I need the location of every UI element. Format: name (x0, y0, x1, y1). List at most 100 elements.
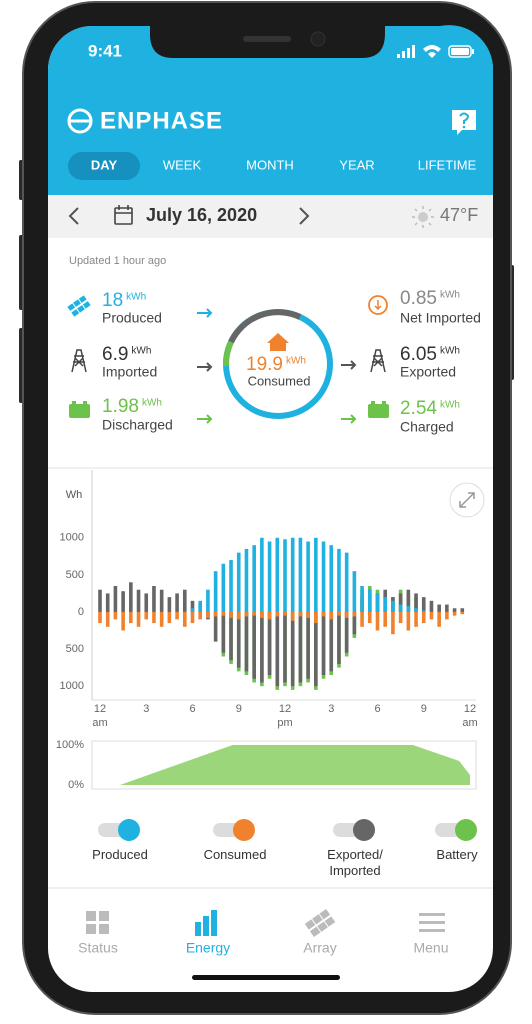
nav-energy-icon[interactable] (195, 910, 217, 936)
bar (252, 611, 256, 616)
bar (113, 611, 118, 620)
bar (344, 552, 349, 612)
bar (244, 548, 249, 612)
flow-label: Imported (102, 364, 157, 380)
bar (136, 611, 141, 627)
bar (152, 611, 156, 624)
bar (445, 604, 449, 612)
x-tick-label: 12 (94, 703, 106, 715)
x-tick-sublabel: pm (277, 717, 292, 729)
legend (98, 819, 477, 841)
sun-icon (412, 206, 434, 228)
x-tick-label: 12 (279, 703, 291, 715)
nav-label[interactable]: Status (78, 940, 118, 956)
toggle-knob[interactable] (353, 819, 375, 841)
tab[interactable]: WEEK (163, 157, 202, 172)
flow-unit: kWh (126, 292, 146, 303)
bar (398, 604, 403, 612)
tab[interactable]: YEAR (339, 157, 374, 172)
bar (121, 591, 125, 612)
net-import-icon (368, 295, 388, 315)
bar (267, 541, 272, 612)
bar (337, 611, 341, 664)
nav-label[interactable]: Energy (186, 940, 230, 956)
bar (337, 611, 341, 616)
nav-menu-icon[interactable] (419, 913, 445, 932)
flow-value: 6.9 (102, 344, 128, 365)
flow-unit: kWh (440, 346, 460, 357)
bar (445, 611, 449, 620)
bar (275, 611, 280, 687)
flow-value: 18 (102, 290, 123, 311)
bar (314, 611, 318, 687)
calendar-icon[interactable] (114, 205, 133, 225)
expand-button[interactable] (449, 482, 485, 518)
bar (229, 611, 233, 618)
camera (310, 31, 326, 47)
prev-day[interactable] (68, 207, 79, 225)
bar (105, 593, 110, 612)
bar (144, 611, 149, 620)
logo-icon (67, 108, 93, 134)
toggle-knob[interactable] (233, 819, 255, 841)
tab[interactable]: LIFETIME (418, 157, 477, 172)
tab[interactable]: DAY (91, 157, 118, 172)
bar (260, 611, 264, 683)
bar (198, 611, 203, 620)
nav-label[interactable]: Array (303, 940, 336, 956)
toggle-knob[interactable] (118, 819, 140, 841)
legend-label: Produced (92, 847, 148, 862)
consumed-unit: kWh (286, 356, 306, 367)
x-tick-label: 9 (236, 703, 242, 715)
bar (182, 611, 187, 627)
bar (283, 611, 287, 683)
grid-tower-icon (71, 349, 386, 373)
bar (260, 611, 264, 618)
bar (236, 611, 241, 668)
tab[interactable]: MONTH (246, 157, 294, 172)
x-tick-label: 6 (189, 703, 195, 715)
bar (298, 537, 303, 612)
bar (290, 611, 295, 687)
bar (113, 586, 118, 612)
bar (236, 552, 241, 612)
bar (337, 548, 341, 612)
y-tick-label: 1000 (60, 532, 84, 544)
bar (98, 611, 102, 624)
bar (244, 611, 249, 617)
flow-value: 6.05 (400, 344, 437, 365)
bar (352, 571, 357, 612)
bar (329, 611, 334, 620)
bar (244, 611, 249, 672)
legend-label: Consumed (203, 847, 267, 862)
flow-label: Discharged (102, 417, 173, 433)
toggle-knob[interactable] (455, 819, 477, 841)
next-day[interactable] (299, 207, 310, 225)
bar (414, 611, 418, 627)
bar (437, 604, 441, 612)
flow-arrows (197, 308, 357, 424)
temperature: 47°F (440, 205, 478, 225)
bar (213, 571, 218, 612)
nav-array-icon[interactable] (304, 908, 336, 938)
bar (167, 611, 172, 624)
y-tick-label: 100% (56, 739, 84, 751)
bar (221, 563, 226, 612)
bar (321, 541, 326, 612)
bar (344, 611, 349, 653)
flow-value: 0.85 (400, 288, 437, 309)
nav-status-icon[interactable] (86, 911, 109, 934)
nav-label[interactable]: Menu (413, 940, 448, 956)
bar (406, 589, 411, 612)
y-tick-label: 500 (66, 643, 84, 655)
bar (452, 608, 457, 612)
x-tick-sublabel: am (462, 717, 477, 729)
bar (267, 611, 272, 620)
bar (383, 611, 388, 627)
y-axis-label: Wh (66, 489, 83, 501)
bar (367, 589, 372, 612)
help-icon[interactable] (452, 110, 476, 135)
flow-label: Net Imported (400, 310, 481, 326)
bar (406, 611, 411, 631)
